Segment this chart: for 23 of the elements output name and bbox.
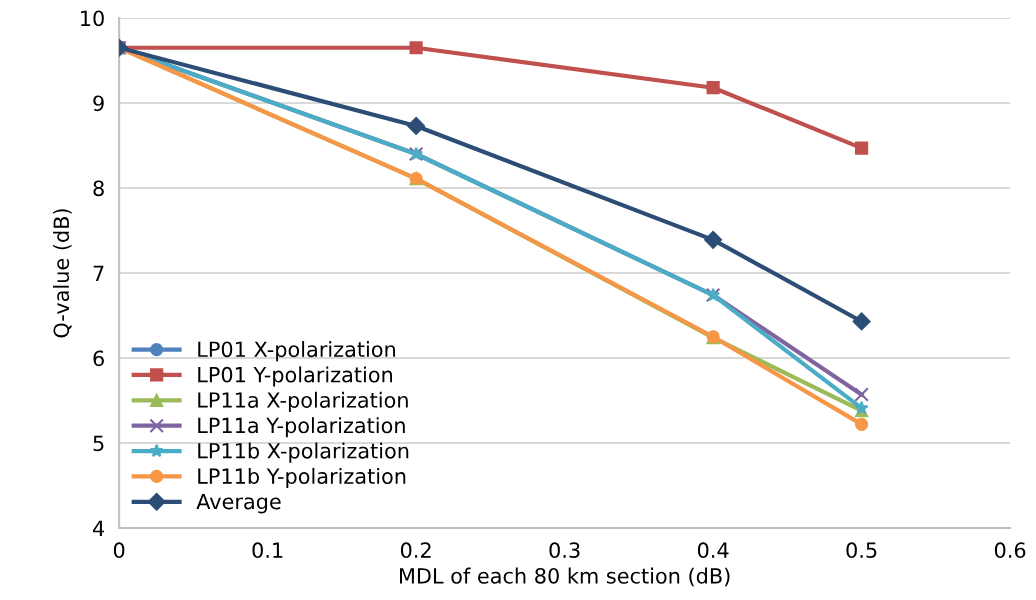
y-axis-title: Q-value (dB) (53, 209, 72, 338)
x-tick-label: 0 (113, 542, 125, 559)
legend-label: Average (196, 493, 281, 514)
x-tick-label: 0.2 (400, 542, 431, 559)
x-tick-label: 0.4 (697, 542, 729, 559)
legend-label: LP11a X-polarization (198, 391, 408, 412)
y-tick-label: 7 (93, 265, 104, 281)
legend-label: LP11a Y-polarization (198, 417, 405, 438)
legend-label: LP11b X-polarization (198, 442, 409, 463)
y-tick-label: 9 (93, 95, 104, 112)
y-tick-label: 6 (93, 350, 104, 367)
legend-label: LP01 X-polarization (198, 341, 395, 362)
x-tick-label: 0.1 (252, 542, 283, 559)
y-tick-label: 10 (81, 10, 104, 27)
legend-label: LP11b Y-polarization (198, 467, 406, 489)
y-tick-label: 4 (93, 520, 105, 536)
y-tick-label: 8 (93, 180, 104, 197)
y-tick-label: 5 (93, 435, 104, 452)
x-axis-title: MDL of each 80 km section (dB) (399, 567, 730, 587)
x-tick-label: 0.3 (549, 542, 580, 559)
x-tick-label: 0.5 (846, 542, 877, 559)
x-tick-label: 0.6 (994, 542, 1026, 559)
legend-label: LP01 Y-polarization (198, 366, 393, 387)
